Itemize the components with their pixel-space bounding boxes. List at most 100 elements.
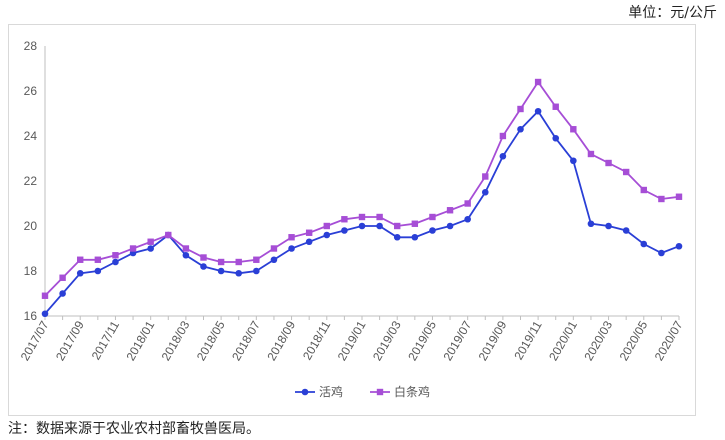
data-point: [552, 103, 559, 110]
data-point: [182, 251, 190, 259]
data-point: [147, 245, 154, 252]
data-point: [253, 267, 260, 275]
data-point: [288, 245, 295, 252]
data-point: [411, 220, 419, 227]
data-point: [235, 258, 242, 266]
data-point: [675, 242, 683, 250]
x-tick-label: 2018/01: [123, 318, 157, 363]
y-tick-label: 22: [24, 174, 38, 188]
data-point: [517, 105, 524, 113]
data-point: [200, 263, 207, 270]
data-point: [112, 258, 119, 266]
data-point: [446, 207, 454, 214]
data-point: [270, 256, 278, 264]
data-point: [76, 269, 84, 277]
data-point: [394, 222, 401, 230]
x-tick-label: 2018/07: [229, 318, 263, 363]
data-point: [288, 234, 295, 241]
data-point: [235, 269, 243, 277]
data-point: [587, 220, 595, 228]
data-point: [341, 216, 348, 223]
data-point: [499, 152, 507, 160]
data-point: [341, 227, 348, 234]
data-point: [499, 132, 507, 140]
data-point: [305, 238, 313, 246]
data-point: [94, 256, 102, 263]
data-point: [605, 222, 612, 230]
data-point: [534, 78, 542, 86]
x-tick-label: 2018/11: [300, 318, 334, 362]
data-point: [464, 200, 471, 207]
x-tick-label: 2019/01: [335, 318, 369, 363]
data-point: [182, 245, 190, 252]
chart-frame: [8, 24, 696, 416]
x-tick-label: 2018/05: [194, 318, 228, 363]
x-tick-label: 2019/03: [370, 318, 404, 363]
data-point: [41, 310, 49, 318]
data-point: [200, 254, 207, 261]
data-point: [358, 222, 366, 230]
x-tick-label: 2020/05: [617, 318, 651, 363]
data-point: [165, 231, 172, 239]
legend-marker: [301, 388, 309, 396]
data-point: [622, 227, 630, 234]
legend-marker: [376, 388, 384, 396]
data-point: [587, 150, 595, 158]
data-point: [129, 245, 137, 252]
source-note: 注：数据来源于农业农村部畜牧兽医局。: [8, 421, 260, 437]
y-tick-label: 26: [24, 84, 38, 98]
data-point: [534, 107, 542, 115]
data-point: [253, 256, 260, 263]
x-tick-label: 2019/05: [405, 318, 439, 363]
data-point: [481, 188, 489, 196]
data-point: [217, 258, 225, 266]
series-line-0: [44, 109, 680, 315]
data-point: [358, 213, 366, 221]
x-tick-label: 2020/03: [581, 318, 615, 363]
data-point: [112, 252, 119, 259]
data-point: [323, 231, 331, 239]
x-tick-label: 2017/07: [18, 318, 52, 363]
x-tick-label: 2017/11: [89, 318, 123, 362]
data-point: [323, 222, 330, 230]
data-point: [605, 159, 612, 167]
x-tick-label: 2019/07: [440, 318, 474, 363]
y-tick-label: 24: [24, 129, 38, 143]
series-line-1: [44, 80, 680, 297]
data-point: [429, 227, 436, 234]
data-point: [552, 134, 560, 142]
legend-label: 白条鸡: [394, 384, 430, 399]
data-point: [270, 245, 278, 252]
data-point: [640, 240, 648, 248]
data-point: [429, 213, 436, 221]
data-point: [622, 168, 630, 176]
data-point: [570, 126, 577, 133]
data-point: [77, 256, 84, 263]
data-point: [570, 157, 577, 165]
legend-label: 活鸡: [319, 384, 343, 399]
unit-label: 单位：元/公斤: [628, 5, 717, 21]
data-point: [464, 215, 471, 223]
data-point: [376, 222, 383, 230]
data-point: [147, 238, 154, 245]
data-point: [305, 229, 313, 236]
x-tick-label: 2020/01: [546, 318, 580, 363]
data-point: [41, 292, 49, 299]
data-point: [658, 249, 665, 257]
data-point: [94, 267, 102, 275]
x-tick-label: 2018/09: [264, 318, 298, 363]
x-tick-label: 2019/11: [511, 318, 545, 362]
data-point: [482, 173, 489, 180]
x-tick-label: 2018/03: [159, 318, 193, 363]
data-point: [393, 233, 401, 241]
data-point: [59, 274, 66, 281]
data-point: [411, 233, 419, 241]
x-tick-label: 2017/09: [53, 318, 87, 363]
data-point: [517, 125, 524, 133]
y-tick-label: 18: [24, 264, 38, 278]
y-tick-label: 20: [24, 219, 38, 233]
y-tick-label: 16: [24, 309, 38, 323]
data-point: [675, 193, 683, 200]
x-tick-label: 2020/07: [652, 318, 686, 363]
